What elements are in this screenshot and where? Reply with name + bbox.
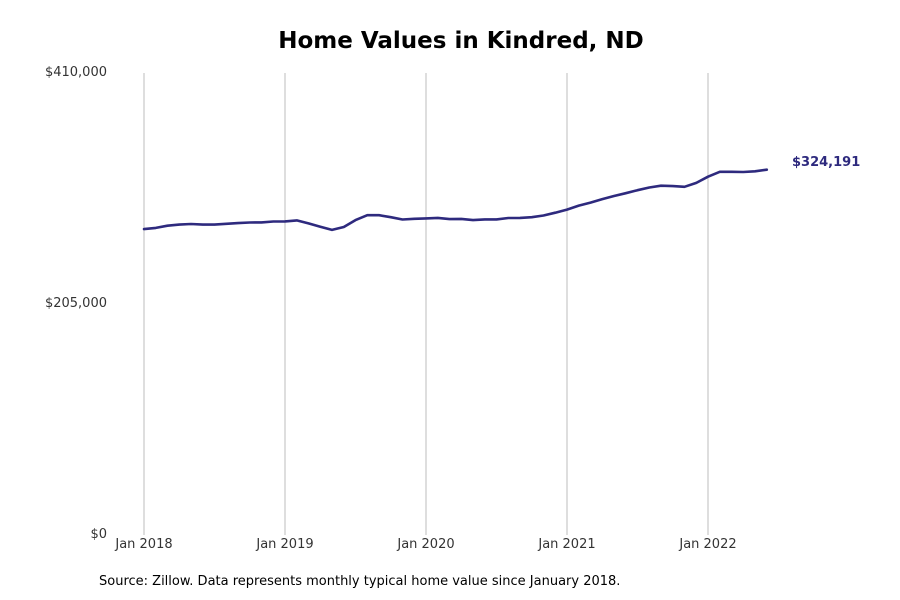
last-value-label: $324,191 — [792, 155, 861, 170]
y-tick-label: $205,000 — [44, 296, 107, 311]
x-tick-label: Jan 2019 — [256, 537, 314, 552]
x-tick-label: Jan 2022 — [679, 537, 737, 552]
gridlines — [143, 73, 709, 535]
x-tick-label: Jan 2021 — [538, 537, 596, 552]
series-line-home-value — [142, 168, 769, 232]
y-tick-label: $410,000 — [44, 65, 107, 80]
source-note: Source: Zillow. Data represents monthly … — [99, 574, 621, 589]
chart-title: Home Values in Kindred, ND — [278, 28, 644, 54]
x-tick-label: Jan 2020 — [397, 537, 455, 552]
x-tick-label: Jan 2018 — [115, 537, 173, 552]
y-tick-label: $0 — [90, 527, 107, 542]
